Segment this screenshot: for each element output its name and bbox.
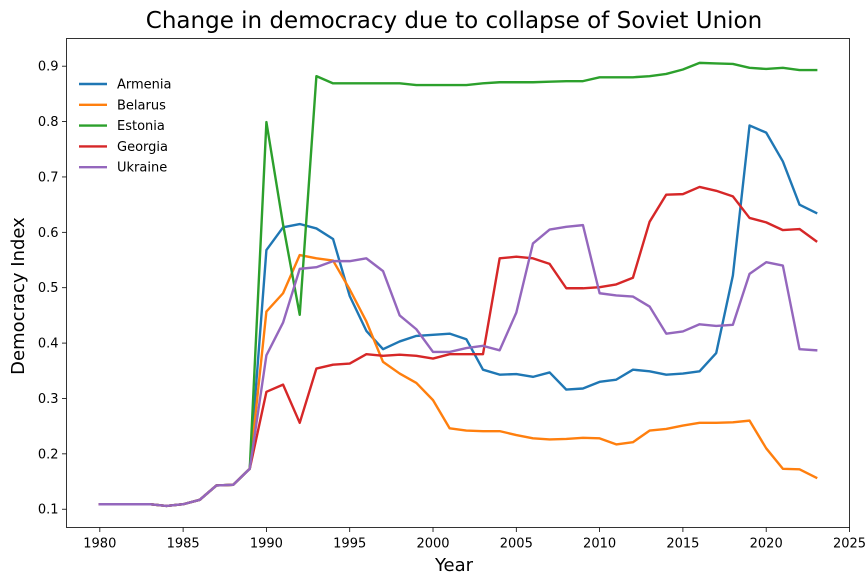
legend-label-estonia: Estonia <box>117 119 165 134</box>
x-tick-label: 1980 <box>83 537 116 552</box>
chart-title: Change in democracy due to collapse of S… <box>146 8 762 34</box>
x-tick-label: 2005 <box>500 537 533 552</box>
series-line-georgia <box>98 185 818 508</box>
y-tick-label: 0.7 <box>38 170 59 185</box>
x-axis-ticks: 1980 1985 1990 1995 2000 2005 2010 2015 2020 2025 <box>83 527 866 552</box>
y-tick-label: 0.6 <box>38 226 59 241</box>
y-tick-label: 0.5 <box>38 281 59 296</box>
x-tick-label: 2000 <box>416 537 449 552</box>
x-tick-label: 1990 <box>250 537 283 552</box>
legend-label-belarus: Belarus <box>117 98 166 113</box>
x-tick-label: 2015 <box>666 537 699 552</box>
legend-label-georgia: Georgia <box>117 140 168 155</box>
y-tick-label: 0.3 <box>38 392 59 407</box>
series-lines <box>98 61 818 508</box>
x-tick-label: 1995 <box>333 537 366 552</box>
y-axis-ticks: 0.1 0.2 0.3 0.4 0.5 0.6 0.7 0.8 0.9 <box>38 60 67 518</box>
y-axis-label: Democracy Index <box>8 217 29 375</box>
plot-area <box>66 38 850 528</box>
series-line-estonia <box>98 61 818 508</box>
series-line-armenia <box>98 124 818 508</box>
x-tick-label: 2025 <box>833 537 866 552</box>
y-tick-label: 0.9 <box>38 60 59 75</box>
y-tick-label: 0.1 <box>38 503 59 518</box>
y-tick-label: 0.8 <box>38 115 59 130</box>
x-tick-label: 2010 <box>583 537 616 552</box>
x-tick-label: 1985 <box>167 537 200 552</box>
legend-label-ukraine: Ukraine <box>117 161 167 176</box>
series-line-belarus <box>98 253 818 508</box>
x-tick-label: 2020 <box>750 537 783 552</box>
legend: Armenia Belarus Estonia Georgia Ukraine <box>79 78 172 176</box>
x-axis-label: Year <box>434 555 474 576</box>
legend-label-armenia: Armenia <box>117 78 172 93</box>
series-line-ukraine <box>98 223 818 508</box>
y-tick-label: 0.4 <box>38 337 59 352</box>
y-tick-label: 0.2 <box>38 447 59 462</box>
